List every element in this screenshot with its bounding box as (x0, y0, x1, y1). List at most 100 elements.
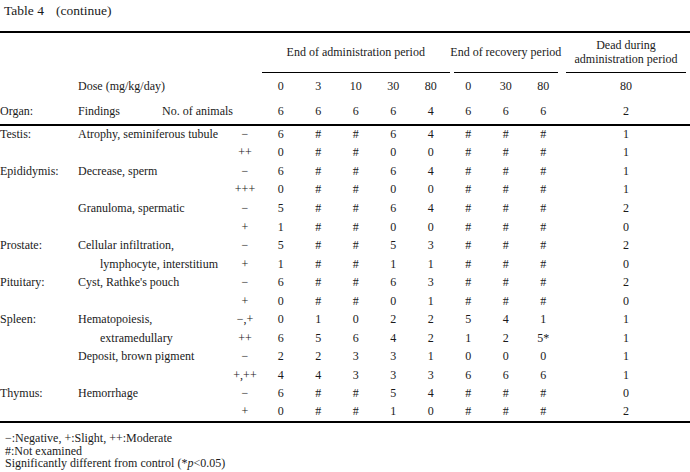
value-cell: 6 (262, 162, 300, 181)
value-cell: 6 (262, 273, 300, 292)
value-cell: 0 (412, 403, 450, 422)
finding-cell: Deposit, brown pigment (78, 348, 228, 367)
value-cell: # (525, 292, 563, 311)
value-cell: 0 (262, 403, 300, 422)
value-cell: # (300, 255, 338, 274)
table-row: +++0##00###1 (0, 181, 690, 200)
table-row: Deposit, brown pigment−223310001 (0, 348, 690, 367)
value-cell: 3 (412, 273, 450, 292)
value-cell: # (337, 236, 375, 255)
value-cell: 6 (375, 162, 413, 181)
value-cell: 2 (562, 403, 690, 422)
table-title-suffix: (continue) (56, 3, 111, 18)
organ-cell (0, 366, 78, 385)
value-cell: 5 (450, 310, 488, 329)
value-cell: 0 (262, 181, 300, 200)
organ-cell (0, 144, 78, 163)
value-cell: 4 (375, 329, 413, 348)
group-underline (454, 72, 559, 73)
value-cell: 0 (412, 144, 450, 163)
value-cell: 0 (375, 218, 413, 237)
organ-cell (0, 199, 78, 218)
value-cell: # (300, 125, 338, 144)
value-cell: 2 (487, 329, 525, 348)
finding-cell: Atrophy, seminiferous tubule (78, 125, 228, 144)
group-header-recovery: End of recovery period (450, 32, 563, 73)
value-cell: # (525, 162, 563, 181)
spacer-cell (0, 32, 262, 73)
table-row: ++0##00###1 (0, 144, 690, 163)
value-cell: 1 (562, 144, 690, 163)
value-cell: 1 (262, 218, 300, 237)
value-cell: 3 (375, 348, 413, 367)
value-cell: 4 (412, 125, 450, 144)
value-cell: # (487, 218, 525, 237)
grade-cell: − (228, 385, 262, 404)
table-row: Spleen:Hematopoiesis,−,+010225411 (0, 310, 690, 329)
spacer-cell (0, 73, 78, 99)
value-cell: # (300, 236, 338, 255)
value-cell: 2 (300, 348, 338, 367)
grade-cell: + (228, 218, 262, 237)
table-body: Testis:Atrophy, seminiferous tubule−6##6… (0, 125, 690, 422)
table-header: End of administration period End of reco… (0, 32, 690, 125)
value-cell: 1 (300, 310, 338, 329)
value-cell: # (450, 292, 488, 311)
finding-cell (78, 292, 228, 311)
value-cell: 6 (262, 385, 300, 404)
value-cell: # (337, 199, 375, 218)
value-cell: # (450, 403, 488, 422)
value-cell: 1 (562, 125, 690, 144)
dose-value: 80 (412, 73, 450, 99)
grade-cell: ++ (228, 329, 262, 348)
value-cell: # (487, 144, 525, 163)
value-cell: 0 (262, 310, 300, 329)
value-cell: 1 (562, 366, 690, 385)
value-cell: # (525, 144, 563, 163)
value-cell: # (337, 292, 375, 311)
value-cell: 6 (450, 366, 488, 385)
value-cell: # (487, 292, 525, 311)
value-cell: # (300, 403, 338, 422)
value-cell: # (487, 199, 525, 218)
grade-cell: − (228, 236, 262, 255)
value-cell: 2 (375, 310, 413, 329)
value-cell: 0 (562, 255, 690, 274)
findings-animals-cell: FindingsNo. of animals (78, 99, 262, 125)
finding-cell: Cellular infiltration, (78, 236, 228, 255)
footnote-grade-legend: −:Negative, +:Slight, ++:Moderate (5, 432, 225, 445)
value-cell: # (450, 199, 488, 218)
table-row: Pituitary:Cyst, Rathke's pouch−6##63###2 (0, 273, 690, 292)
column-group-header-row: End of administration period End of reco… (0, 32, 690, 73)
footnote-significance-post: <0.05) (193, 456, 225, 470)
dose-value: 3 (300, 73, 338, 99)
organ-cell: Spleen: (0, 310, 78, 329)
value-cell: # (300, 385, 338, 404)
finding-cell (78, 181, 228, 200)
value-cell: 0 (375, 144, 413, 163)
value-cell: # (525, 218, 563, 237)
group-wrap: Dead during administration period (562, 33, 690, 73)
value-cell: # (337, 255, 375, 274)
value-cell: # (525, 181, 563, 200)
value-cell: 4 (412, 162, 450, 181)
grade-cell: ++ (228, 144, 262, 163)
value-cell: 1 (375, 255, 413, 274)
value-cell: 0 (487, 348, 525, 367)
dose-value: 80 (562, 73, 690, 99)
animal-count: 6 (337, 99, 375, 125)
animal-count: 4 (412, 99, 450, 125)
table-row: Thymus:Hemorrhage−6##54###0 (0, 385, 690, 404)
table-row: extramedullary++65642125*1 (0, 329, 690, 348)
value-cell: # (525, 385, 563, 404)
table-title-label: Table 4 (4, 3, 44, 18)
finding-cell: Cyst, Rathke's pouch (78, 273, 228, 292)
finding-cell: Decrease, sperm (78, 162, 228, 181)
value-cell: 0 (562, 385, 690, 404)
value-cell: 1 (412, 348, 450, 367)
value-cell: 5 (300, 329, 338, 348)
value-cell: # (487, 125, 525, 144)
grade-cell: − (228, 125, 262, 144)
dose-value: 0 (262, 73, 300, 99)
animal-count: 6 (525, 99, 563, 125)
